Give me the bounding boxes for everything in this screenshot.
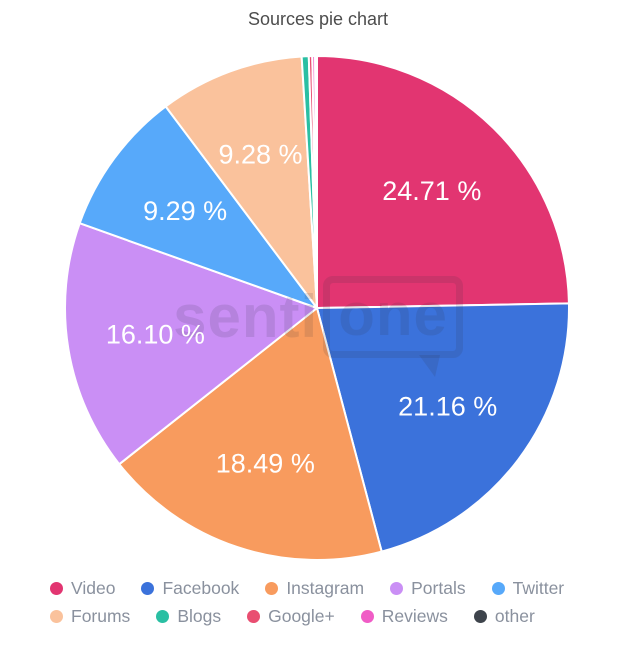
- legend-swatch-icon: [247, 609, 261, 623]
- legend-item-reviews[interactable]: Reviews: [360, 604, 448, 628]
- legend-label: Portals: [411, 578, 466, 598]
- legend-swatch-icon: [390, 581, 404, 595]
- legend-item-google-[interactable]: Google+: [247, 604, 335, 628]
- chart-legend: Video Facebook Instagram Portals Twitter Foru…: [50, 576, 606, 628]
- legend-item-portals[interactable]: Portals: [390, 576, 466, 600]
- legend-label: Google+: [268, 606, 335, 626]
- pie-slice-forums[interactable]: [164, 55, 318, 309]
- legend-swatch-icon: [360, 609, 374, 623]
- pie-slice-other[interactable]: [314, 55, 318, 309]
- pie-slice-facebook[interactable]: [316, 302, 570, 553]
- chart-title: Sources pie chart: [247, 9, 389, 29]
- legend-item-forums[interactable]: Forums: [50, 604, 130, 628]
- legend-item-other[interactable]: other: [473, 604, 535, 628]
- legend-label: Instagram: [286, 578, 365, 598]
- legend-swatch-icon: [156, 609, 170, 623]
- legend-label: Video: [71, 578, 116, 598]
- pie-slice-portals[interactable]: [64, 222, 318, 466]
- legend-swatch-icon: [50, 609, 63, 623]
- legend-label: Reviews: [381, 606, 448, 626]
- legend-swatch-icon: [50, 581, 63, 595]
- legend-swatch-icon: [265, 581, 279, 595]
- legend-label: other: [494, 606, 535, 626]
- legend-item-blogs[interactable]: Blogs: [156, 604, 221, 628]
- pie-slice-instagram[interactable]: [118, 307, 383, 561]
- legend-label: Twitter: [512, 578, 565, 598]
- legend-swatch-icon: [141, 581, 155, 595]
- pie-slice-twitter[interactable]: [78, 105, 318, 309]
- pie-slice-video[interactable]: [316, 55, 570, 309]
- legend-item-facebook[interactable]: Facebook: [141, 576, 239, 600]
- legend-item-video[interactable]: Video: [50, 576, 115, 600]
- legend-swatch-icon: [491, 581, 505, 595]
- legend-label: Forums: [71, 606, 131, 626]
- legend-swatch-icon: [473, 609, 487, 623]
- legend-label: Facebook: [162, 578, 240, 598]
- legend-item-twitter[interactable]: Twitter: [491, 576, 565, 600]
- legend-item-instagram[interactable]: Instagram: [265, 576, 364, 600]
- legend-label: Blogs: [177, 606, 222, 626]
